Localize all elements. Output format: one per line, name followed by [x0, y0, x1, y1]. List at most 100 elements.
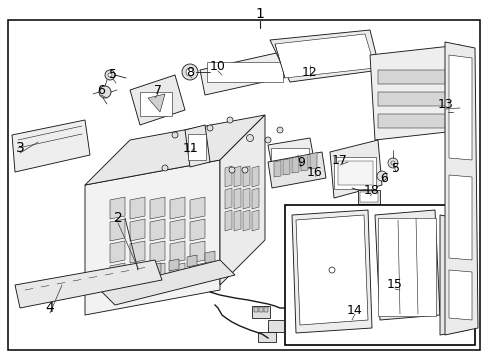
Bar: [253, 307, 258, 312]
Circle shape: [328, 267, 334, 273]
Polygon shape: [15, 260, 162, 308]
Polygon shape: [85, 160, 220, 315]
Polygon shape: [190, 263, 204, 285]
Circle shape: [246, 135, 253, 141]
Polygon shape: [274, 34, 374, 78]
Circle shape: [206, 125, 213, 131]
Text: 9: 9: [296, 157, 305, 170]
Bar: [259, 307, 263, 312]
Polygon shape: [444, 42, 477, 335]
Polygon shape: [110, 263, 125, 285]
Polygon shape: [85, 115, 264, 185]
Bar: [359, 192, 377, 202]
Polygon shape: [267, 138, 314, 172]
Polygon shape: [110, 197, 125, 219]
Polygon shape: [439, 215, 467, 335]
Circle shape: [99, 86, 111, 98]
Polygon shape: [224, 166, 231, 187]
Bar: [377, 92, 452, 106]
Polygon shape: [186, 255, 197, 267]
Polygon shape: [224, 188, 231, 209]
Polygon shape: [130, 219, 145, 241]
Text: 12: 12: [302, 66, 317, 78]
Polygon shape: [130, 241, 145, 263]
Bar: [251, 306, 269, 318]
Polygon shape: [130, 197, 145, 219]
Circle shape: [450, 108, 458, 116]
Bar: [206, 62, 283, 82]
Bar: [377, 114, 452, 128]
Bar: [140, 92, 172, 116]
Bar: [377, 218, 435, 316]
Polygon shape: [110, 219, 125, 241]
Bar: [333, 157, 375, 189]
Polygon shape: [150, 219, 164, 241]
Text: 5: 5: [109, 68, 117, 81]
Circle shape: [387, 158, 397, 168]
Polygon shape: [130, 75, 184, 125]
Polygon shape: [234, 188, 241, 209]
Bar: [337, 161, 372, 185]
Polygon shape: [301, 154, 307, 171]
Text: 5: 5: [391, 162, 399, 175]
Polygon shape: [190, 241, 204, 263]
Polygon shape: [115, 271, 125, 283]
Polygon shape: [170, 263, 184, 285]
Circle shape: [390, 161, 394, 165]
Polygon shape: [251, 166, 259, 187]
Polygon shape: [283, 158, 289, 175]
Circle shape: [108, 73, 112, 77]
Polygon shape: [243, 210, 249, 231]
Polygon shape: [133, 267, 142, 279]
Polygon shape: [150, 197, 164, 219]
Polygon shape: [224, 210, 231, 231]
Text: 6: 6: [379, 171, 387, 184]
Text: 15: 15: [386, 279, 402, 292]
Text: 13: 13: [437, 99, 453, 112]
Polygon shape: [243, 188, 249, 209]
Polygon shape: [234, 210, 241, 231]
Text: 8: 8: [185, 66, 194, 78]
Polygon shape: [243, 166, 249, 187]
Circle shape: [276, 127, 283, 133]
Polygon shape: [309, 153, 316, 169]
Polygon shape: [200, 50, 294, 95]
Polygon shape: [329, 140, 381, 198]
Polygon shape: [110, 241, 125, 263]
Text: 10: 10: [210, 60, 225, 73]
Polygon shape: [448, 175, 471, 260]
Polygon shape: [170, 197, 184, 219]
Polygon shape: [151, 263, 161, 275]
Polygon shape: [291, 157, 298, 173]
Polygon shape: [12, 120, 90, 172]
Text: 6: 6: [97, 85, 105, 98]
Polygon shape: [169, 259, 179, 271]
Circle shape: [162, 165, 168, 171]
Bar: [264, 307, 267, 312]
Circle shape: [185, 68, 194, 76]
Polygon shape: [148, 94, 164, 112]
Text: 4: 4: [45, 301, 54, 315]
Polygon shape: [220, 115, 264, 285]
Polygon shape: [269, 30, 379, 82]
Polygon shape: [273, 161, 281, 177]
Circle shape: [376, 171, 386, 181]
Circle shape: [172, 132, 178, 138]
Circle shape: [242, 167, 247, 173]
Polygon shape: [374, 210, 439, 320]
Bar: [267, 320, 284, 332]
Polygon shape: [295, 215, 367, 325]
Text: 14: 14: [346, 303, 362, 316]
Polygon shape: [150, 263, 164, 285]
Polygon shape: [251, 188, 259, 209]
Text: 17: 17: [331, 154, 347, 167]
Text: 7: 7: [154, 84, 162, 96]
Circle shape: [182, 64, 198, 80]
Polygon shape: [291, 210, 371, 333]
Bar: [187, 134, 205, 160]
Polygon shape: [448, 55, 471, 160]
Text: 3: 3: [16, 141, 24, 155]
Bar: [258, 332, 275, 342]
Polygon shape: [130, 263, 145, 285]
Polygon shape: [190, 219, 204, 241]
